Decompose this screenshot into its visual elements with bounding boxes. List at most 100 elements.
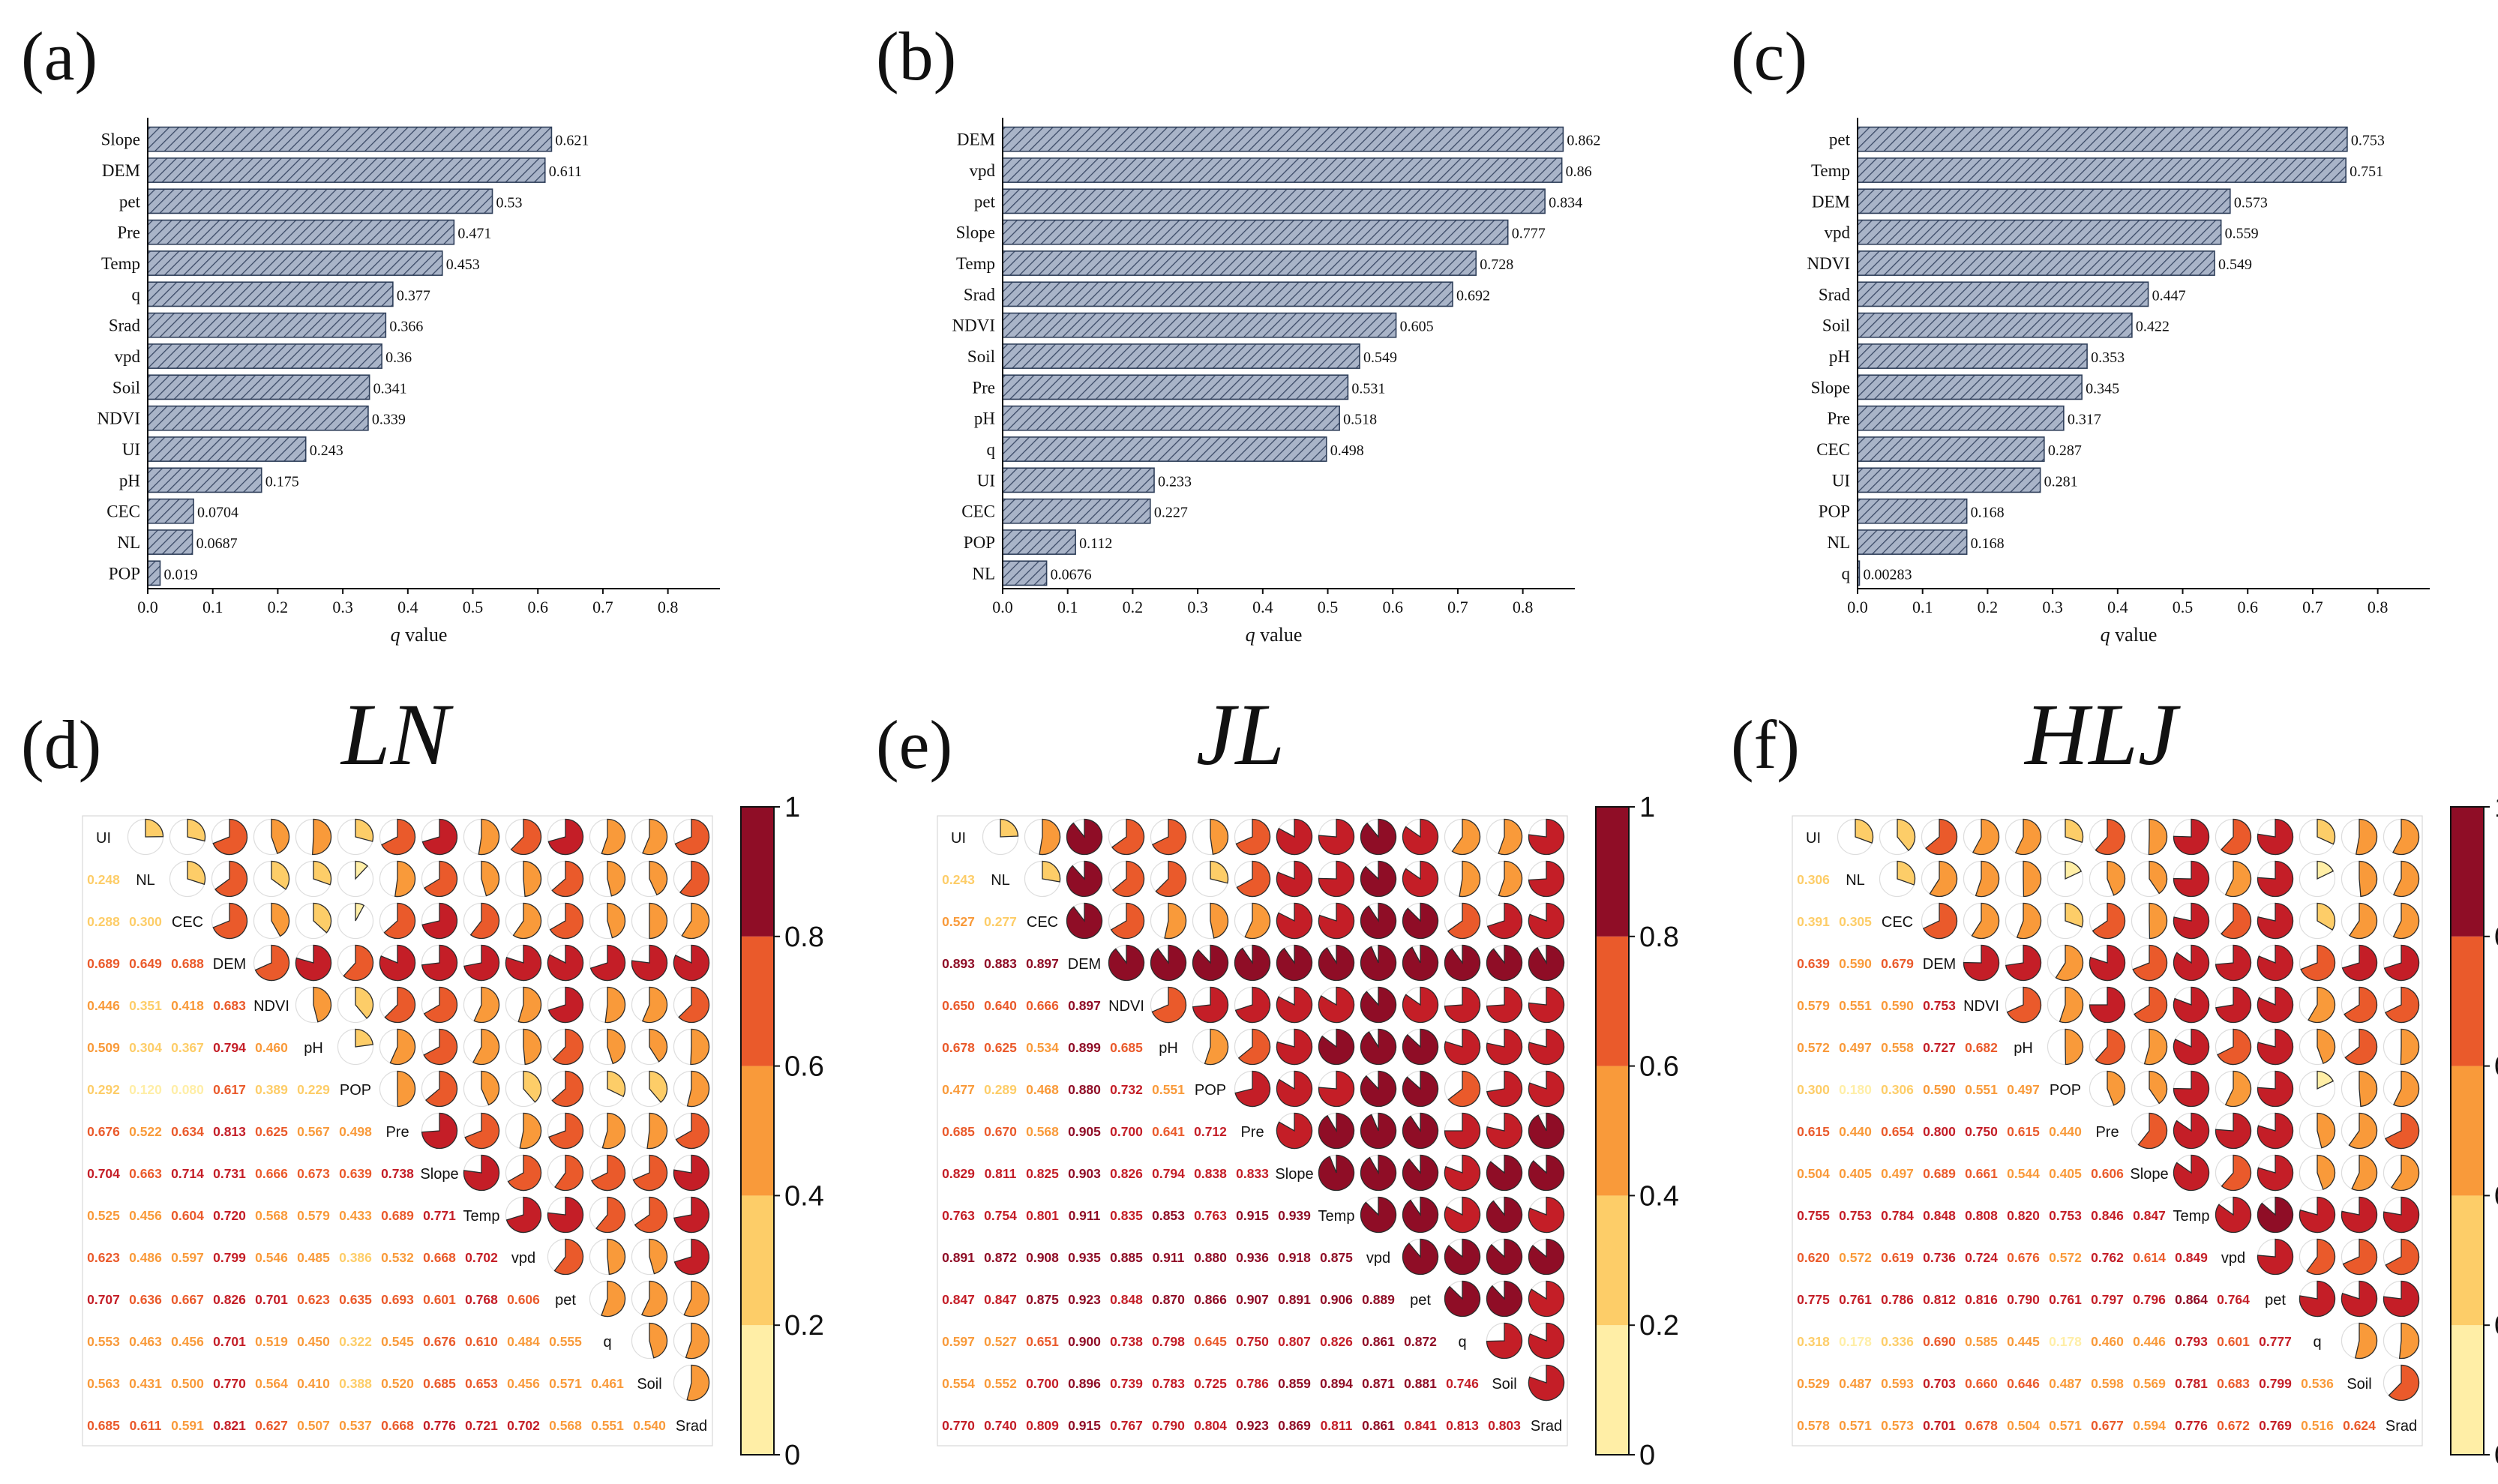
correlation-value: 0.899: [1068, 1040, 1101, 1055]
correlation-value: 0.410: [297, 1376, 330, 1391]
category-label: Slope: [956, 223, 995, 242]
variable-label: DEM: [1068, 956, 1101, 973]
correlation-value: 0.598: [2091, 1376, 2124, 1391]
correlation-pie: [1528, 1070, 1565, 1108]
colorbar-band: [1596, 1195, 1629, 1326]
correlation-value: 0.753: [2049, 1208, 2082, 1223]
correlation-value: 0.727: [1923, 1040, 1956, 1055]
correlation-pie: [2317, 1154, 2336, 1191]
correlation-value: 0.750: [1236, 1334, 1269, 1349]
correlation-pie: [397, 1070, 416, 1108]
correlation-value: 0.527: [984, 1334, 1017, 1349]
correlation-pie: [649, 1322, 668, 1359]
variable-label: Srad: [1531, 1418, 1562, 1435]
correlation-value: 0.645: [1194, 1334, 1227, 1349]
correlation-value: 0.783: [1152, 1376, 1185, 1391]
correlation-pie: [2173, 1154, 2210, 1192]
correlation-pie: [187, 860, 206, 886]
correlation-pie: [686, 1364, 710, 1402]
correlation-value: 0.487: [2049, 1376, 2082, 1391]
correlation-value: 0.908: [1026, 1250, 1059, 1265]
correlation-value: 0.707: [87, 1292, 120, 1307]
correlation-value: 0.679: [1881, 956, 1914, 971]
colorbar-band: [741, 1195, 774, 1326]
correlation-pie: [2257, 1238, 2294, 1276]
correlation-value: 0.300: [1797, 1082, 1830, 1097]
correlation-pie: [1444, 1112, 1481, 1150]
correlation-pie: [424, 860, 458, 898]
correlation-value: 0.800: [1923, 1124, 1956, 1139]
colorbar-tick-label: 1: [784, 792, 800, 823]
correlation-pie: [355, 986, 374, 1019]
category-label: CEC: [961, 502, 995, 521]
correlation-value: 0.468: [1026, 1082, 1059, 1097]
variable-label: POP: [1195, 1082, 1226, 1099]
correlation-value: 0.781: [2175, 1376, 2208, 1391]
category-label: vpd: [1825, 223, 1851, 242]
correlation-pie: [547, 944, 584, 982]
correlation-pie: [1975, 860, 2000, 898]
correlation-pie: [690, 1028, 710, 1066]
x-tick-label: 0.8: [1513, 598, 1534, 616]
region-title: LN: [341, 685, 450, 784]
correlation-value: 0.579: [1797, 998, 1830, 1013]
correlation-value: 0.704: [87, 1166, 120, 1181]
correlation-pie: [2095, 818, 2126, 856]
correlation-value: 0.685: [1110, 1040, 1143, 1055]
x-tick-label: 0.0: [1847, 598, 1868, 616]
colorbar-band: [1596, 936, 1629, 1066]
correlation-value: 0.527: [942, 914, 975, 929]
bar-chart-c: (c) pet 0.753 Temp 0.751 DEM 0.573 vpd 0.559 NDV…: [1710, 0, 2497, 675]
correlation-value: 0.606: [507, 1292, 540, 1307]
correlation-pie: [551, 860, 584, 898]
correlation-value: 0.872: [1404, 1334, 1437, 1349]
correlation-value: 0.571: [1839, 1418, 1872, 1433]
correlation-value: 0.690: [1923, 1334, 1956, 1349]
correlation-value: 0.753: [1923, 998, 1956, 1013]
correlation-value: 0.606: [2091, 1166, 2124, 1181]
correlation-value: 0.870: [1152, 1292, 1185, 1307]
correlation-pie: [2173, 860, 2210, 898]
correlation-pie: [1922, 902, 1958, 940]
correlation-value: 0.799: [213, 1250, 246, 1265]
correlation-pie: [1402, 902, 1439, 940]
variable-label: vpd: [2221, 1250, 2245, 1267]
correlation-value: 0.623: [297, 1292, 330, 1307]
correlation-pie: [2383, 944, 2420, 982]
bar-Soil: [147, 374, 370, 400]
correlation-value: 0.761: [1839, 1292, 1872, 1307]
correlation-pie: [464, 1112, 500, 1150]
correlation-pie: [2014, 818, 2042, 856]
correlation-pie: [2065, 818, 2084, 844]
correlation-value: 0.906: [1320, 1292, 1353, 1307]
correlation-pie: [1360, 944, 1397, 982]
value-label: 0.751: [2350, 163, 2383, 180]
correlation-pie: [649, 860, 668, 896]
correlation-pie: [2065, 902, 2084, 928]
colorbar-tick-label: 0: [1639, 1440, 1655, 1471]
correlation-value: 0.460: [2091, 1334, 2124, 1349]
correlation-pie: [2221, 902, 2252, 940]
value-label: 0.0704: [197, 505, 238, 521]
bar-UI: [1857, 467, 2041, 493]
correlation-pie: [2215, 1196, 2252, 1234]
bar-q: [1002, 436, 1327, 462]
bar-Soil: [1857, 312, 2133, 338]
x-tick-label: 0.1: [202, 598, 223, 616]
correlation-value: 0.623: [87, 1250, 120, 1265]
variable-label: Soil: [2347, 1376, 2371, 1393]
correlation-pie: [1236, 860, 1271, 898]
correlation-pie: [2385, 1112, 2420, 1150]
correlation-pie: [1164, 902, 1187, 940]
correlation-pie: [632, 1154, 668, 1192]
correlation-pie: [1486, 1112, 1523, 1150]
correlation-pie: [2089, 986, 2126, 1024]
correlation-value: 0.639: [339, 1166, 372, 1181]
correlation-value: 0.440: [2049, 1124, 2082, 1139]
correlation-pie: [1528, 1154, 1565, 1192]
correlation-pie: [595, 1196, 626, 1234]
correlation-value: 0.615: [1797, 1124, 1830, 1139]
correlation-value: 0.178: [1839, 1334, 1872, 1349]
x-tick-label: 0.5: [2173, 598, 2194, 616]
variable-label: NDVI: [1963, 998, 1999, 1015]
